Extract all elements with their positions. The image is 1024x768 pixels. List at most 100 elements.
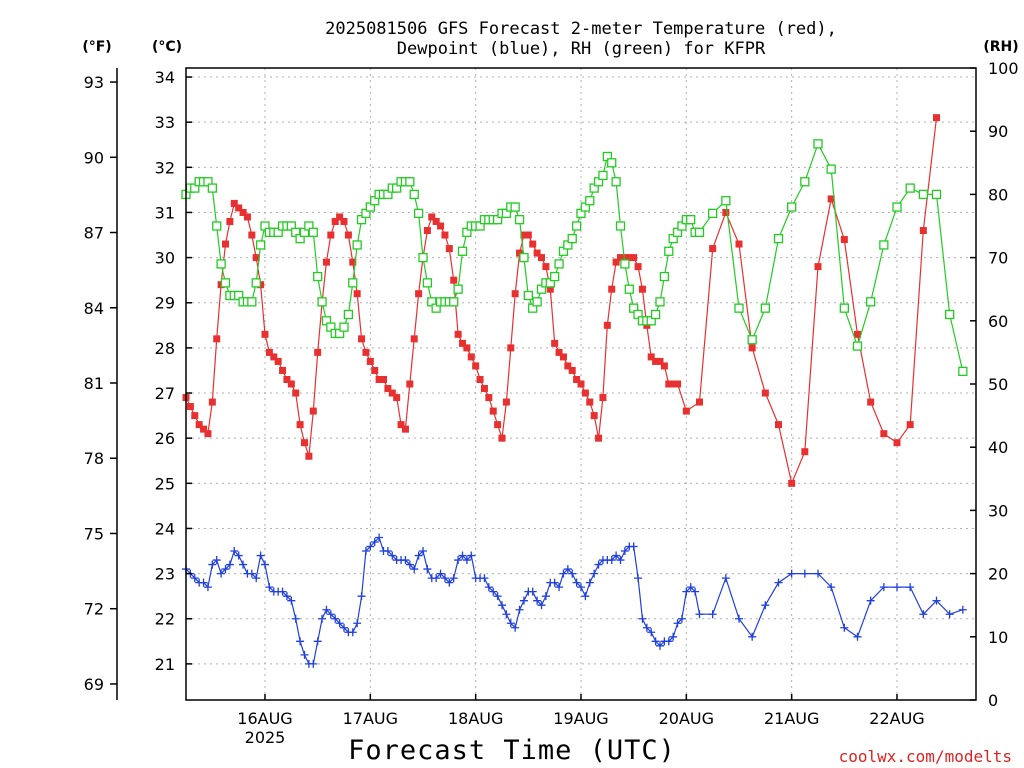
rh-marker <box>866 297 876 307</box>
temperature-marker <box>309 407 317 415</box>
dewpoint-marker <box>541 592 550 601</box>
dewpoint-marker <box>563 565 572 574</box>
temperature-marker <box>292 389 300 397</box>
dewpoint-marker <box>568 569 577 578</box>
dewpoint-marker <box>340 623 348 632</box>
fahrenheit-tick-label: 69 <box>84 675 104 694</box>
rh-tick-label: 90 <box>988 122 1008 141</box>
temperature-marker <box>682 407 690 415</box>
temperature-marker <box>388 389 396 397</box>
temperature-marker <box>248 231 256 239</box>
dewpoint-marker <box>634 574 643 583</box>
rh-marker <box>650 309 661 320</box>
celsius-tick-label: 27 <box>155 384 175 403</box>
temperature-marker <box>735 240 743 248</box>
rh-markers <box>181 139 968 377</box>
temperature-marker <box>608 285 616 293</box>
dewpoint-marker <box>401 556 410 565</box>
dewpoint-marker <box>247 569 256 578</box>
rh-marker <box>800 177 810 187</box>
rh-marker <box>694 227 705 237</box>
temperature-marker <box>625 254 633 262</box>
temperature-marker <box>634 263 642 271</box>
rh-marker <box>747 335 757 345</box>
rh-marker <box>734 303 744 313</box>
dewpoint-marker <box>291 614 300 623</box>
dewpoint-marker <box>234 551 243 560</box>
dewpoint-marker <box>945 610 954 619</box>
fahrenheit-tick-label: 90 <box>84 148 104 167</box>
dewpoint-marker <box>581 592 590 601</box>
temperature-marker <box>612 258 620 266</box>
dewpoint-marker <box>735 614 743 623</box>
dewpoint-marker <box>642 623 651 632</box>
dewpoint-marker <box>537 601 546 610</box>
temperature-marker <box>867 398 875 406</box>
temperature-marker <box>665 380 673 388</box>
temperature-marker <box>296 421 304 429</box>
temperature-marker <box>551 339 559 347</box>
rh-marker <box>308 227 318 237</box>
dewpoint-marker <box>616 556 625 565</box>
fahrenheit-tick-label: 75 <box>84 524 104 543</box>
temperature-marker <box>344 231 352 239</box>
temperature-marker <box>520 231 528 239</box>
dewpoint-marker <box>458 551 467 560</box>
temperature-marker <box>590 412 598 420</box>
dewpoint-marker <box>691 587 700 596</box>
temperature-marker <box>239 208 247 216</box>
temperature-marker <box>621 254 629 262</box>
celsius-tick-label: 31 <box>155 203 175 222</box>
dewpoint-marker <box>190 574 199 583</box>
credit-text: coolwx.com/modelts <box>839 747 1012 766</box>
rh-marker <box>839 303 849 313</box>
dewpoint-marker <box>906 583 915 592</box>
dewpoint-marker <box>410 565 419 574</box>
dewpoint-marker <box>252 574 261 583</box>
dewpoint-marker <box>282 592 291 601</box>
dewpoint-marker <box>919 610 928 619</box>
rh-tick-label: 50 <box>988 375 1008 394</box>
temperature-marker <box>533 249 541 257</box>
temperature-marker <box>709 245 717 253</box>
temperature-marker <box>656 357 664 365</box>
rh-marker <box>532 297 542 307</box>
temperature-marker <box>467 353 475 361</box>
dewpoint-marker <box>827 583 836 592</box>
dewpoint-marker <box>454 556 463 565</box>
rh-marker <box>571 221 582 231</box>
temperature-marker <box>529 240 537 248</box>
rh-tick-label: 80 <box>988 185 1008 204</box>
dewpoint-marker <box>748 632 757 641</box>
temperature-marker <box>401 425 409 433</box>
temperature-marker <box>375 375 383 383</box>
rh-marker <box>664 246 674 256</box>
dewpoint-marker <box>682 587 691 596</box>
temperature-marker <box>437 222 445 230</box>
x-tick-label: 16AUG <box>237 709 292 728</box>
rh-marker <box>339 322 349 332</box>
dewpoint-marker <box>721 574 730 583</box>
temperature-markers <box>182 114 940 487</box>
dewpoint-marker <box>480 574 489 583</box>
rh-marker <box>620 259 630 269</box>
dewpoint-marker <box>677 614 686 623</box>
temperature-marker <box>893 439 901 447</box>
dewpoint-marker <box>230 547 239 556</box>
celsius-tick-label: 28 <box>155 339 175 358</box>
dewpoint-marker <box>708 610 717 619</box>
rh-marker <box>760 303 770 313</box>
x-tick-label: 20AUG <box>659 709 714 728</box>
temperature-marker <box>371 366 379 374</box>
dewpoint-marker <box>638 614 647 623</box>
rh-marker <box>598 170 608 181</box>
dewpoint-marker <box>761 601 770 610</box>
dewpoint-marker <box>612 551 621 560</box>
dewpoint-marker <box>326 610 335 619</box>
dewpoint-marker <box>296 637 305 646</box>
temperature-marker <box>340 217 348 225</box>
temperature-marker <box>279 366 287 374</box>
dewpoint-marker <box>449 574 458 583</box>
dewpoint-marker <box>506 619 515 628</box>
dewpoint-marker <box>313 637 322 646</box>
